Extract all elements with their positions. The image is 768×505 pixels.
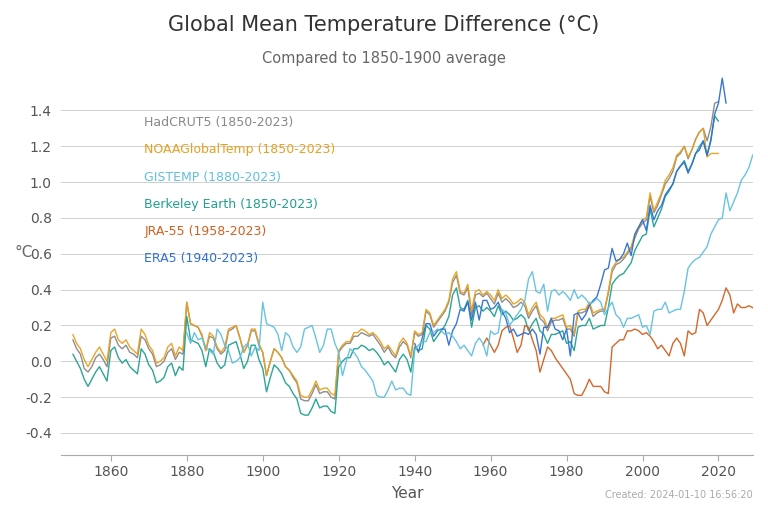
Y-axis label: °C: °C [15,245,32,260]
X-axis label: Year: Year [391,486,423,501]
Text: Created: 2024-01-10 16:56:20: Created: 2024-01-10 16:56:20 [605,490,753,500]
Text: ERA5 (1940-2023): ERA5 (1940-2023) [144,252,259,265]
Text: NOAAGlobalTemp (1850-2023): NOAAGlobalTemp (1850-2023) [144,143,336,157]
Text: Compared to 1850-1900 average: Compared to 1850-1900 average [262,50,506,66]
Text: HadCRUT5 (1850-2023): HadCRUT5 (1850-2023) [144,116,293,129]
Text: Berkeley Earth (1850-2023): Berkeley Earth (1850-2023) [144,198,318,211]
Text: GISTEMP (1880-2023): GISTEMP (1880-2023) [144,171,281,184]
Text: Global Mean Temperature Difference (°C): Global Mean Temperature Difference (°C) [168,15,600,35]
Text: JRA-55 (1958-2023): JRA-55 (1958-2023) [144,225,266,238]
